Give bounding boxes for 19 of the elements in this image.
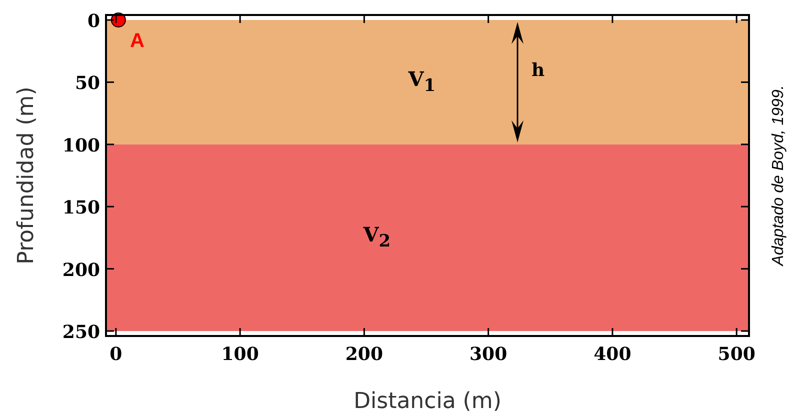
y-tick-label: 50 [74, 73, 100, 94]
band-label: V$_{2}$ [362, 222, 391, 252]
y-tick-label: 150 [62, 198, 100, 219]
x-axis-title: Distancia (m) [354, 389, 502, 414]
y-tick-label: 200 [62, 260, 100, 281]
x-tick-label: 0 [110, 344, 122, 365]
x-tick-label: 300 [470, 344, 508, 365]
y-tick-label: 0 [87, 10, 100, 32]
y-tick-label: 250 [62, 322, 100, 344]
x-tick-label: 100 [221, 344, 259, 365]
y-axis-title: Profundidad (m) [14, 86, 39, 264]
text: Adaptado de Boyd, 1999. [770, 85, 787, 267]
x-tick-label: 500 [718, 344, 756, 365]
legend-label: A [130, 30, 144, 52]
x-tick-label: 200 [345, 344, 383, 365]
x-tick-label: 400 [594, 344, 632, 365]
annotation: h [532, 60, 545, 82]
band-label: V$_{1}$ [407, 67, 436, 96]
y-tick-label: 100 [62, 135, 100, 156]
